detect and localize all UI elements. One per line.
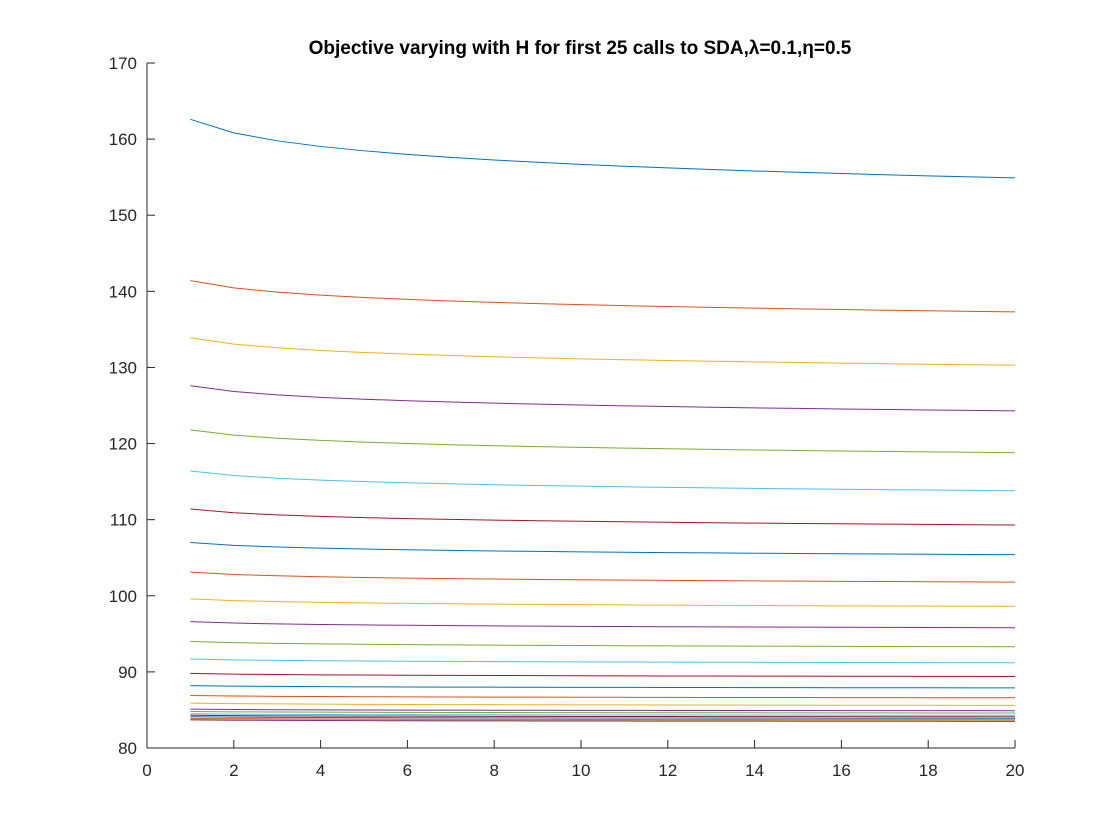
series-line-25 bbox=[190, 719, 1016, 722]
series-line-19 bbox=[190, 710, 1016, 714]
series-line-18 bbox=[190, 708, 1016, 712]
series-line-6 bbox=[190, 470, 1016, 492]
series-line-23 bbox=[190, 717, 1016, 721]
series-line-12 bbox=[190, 640, 1016, 648]
y-tick-label: 140 bbox=[109, 282, 137, 301]
series-line-9 bbox=[190, 571, 1016, 583]
series-line-8 bbox=[190, 542, 1016, 556]
x-tick-label: 12 bbox=[658, 761, 677, 780]
chart-title: Objective varying with H for first 25 ca… bbox=[309, 38, 852, 59]
series-line-2 bbox=[190, 280, 1016, 313]
series-line-22 bbox=[190, 716, 1016, 719]
y-tick-label: 80 bbox=[118, 739, 137, 758]
series-line-20 bbox=[190, 713, 1016, 716]
series-line-5 bbox=[190, 429, 1016, 454]
y-tick-label: 130 bbox=[109, 358, 137, 377]
x-tick-label: 18 bbox=[919, 761, 938, 780]
x-tick-label: 20 bbox=[1006, 761, 1025, 780]
x-tick-label: 4 bbox=[316, 761, 325, 780]
y-tick-label: 110 bbox=[110, 511, 137, 530]
y-tick-label: 160 bbox=[109, 130, 137, 149]
series-line-17 bbox=[190, 702, 1016, 706]
series-line-24 bbox=[190, 718, 1016, 722]
series-line-15 bbox=[190, 685, 1016, 689]
series-line-7 bbox=[190, 508, 1016, 526]
x-tick-label: 10 bbox=[572, 761, 591, 780]
y-tick-label: 150 bbox=[109, 206, 137, 225]
series-line-1 bbox=[190, 118, 1016, 179]
series-layer bbox=[190, 118, 1016, 722]
y-tick-label: 170 bbox=[109, 54, 137, 73]
series-line-3 bbox=[190, 337, 1016, 366]
series-line-4 bbox=[190, 385, 1016, 412]
series-line-21 bbox=[190, 714, 1016, 718]
series-line-13 bbox=[190, 658, 1016, 664]
series-line-16 bbox=[190, 694, 1016, 699]
x-tick-label: 6 bbox=[403, 761, 412, 780]
y-tick-label: 100 bbox=[109, 587, 137, 606]
x-tick-label: 14 bbox=[745, 761, 764, 780]
y-tick-label: 90 bbox=[118, 663, 137, 682]
series-line-14 bbox=[190, 672, 1016, 677]
series-line-11 bbox=[190, 621, 1016, 629]
x-tick-label: 16 bbox=[832, 761, 851, 780]
axes: 0 2 4 6 8 10 12 14 16 18 20 80 90 100 110 120 130 140 150 1… bbox=[109, 54, 1025, 780]
y-tick-label: 120 bbox=[109, 435, 137, 454]
x-tick-label: 8 bbox=[489, 761, 498, 780]
x-tick-label: 0 bbox=[142, 761, 151, 780]
series-line-10 bbox=[190, 598, 1016, 607]
x-tick-label: 2 bbox=[229, 761, 238, 780]
